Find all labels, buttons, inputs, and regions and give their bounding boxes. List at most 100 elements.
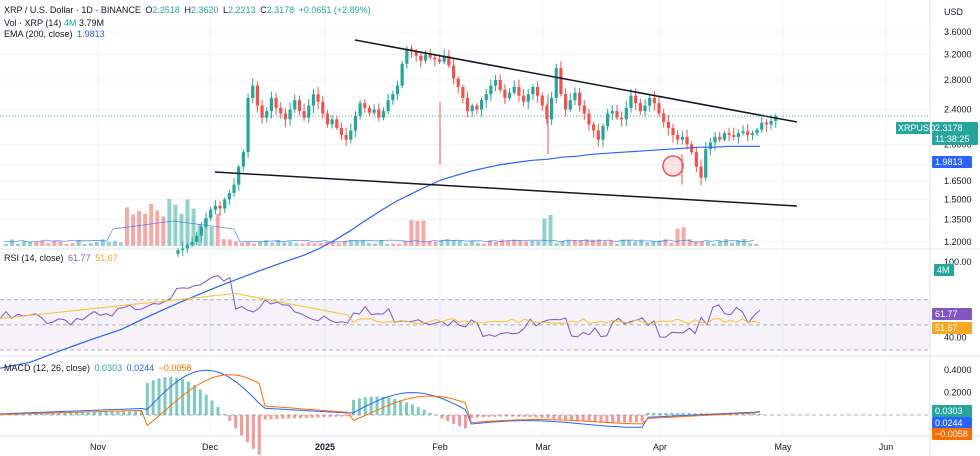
volume-bar (379, 239, 384, 246)
macd-histogram-bar (198, 389, 202, 415)
volume-bar (348, 240, 353, 246)
candle-body (526, 94, 530, 102)
volume-bar (572, 240, 577, 246)
volume-bar (615, 243, 620, 246)
macd-value-3: −0.0058 (158, 363, 192, 373)
macd-histogram-bar (128, 411, 132, 415)
macd-histogram-bar (399, 400, 403, 415)
volume-bar (264, 240, 269, 246)
macd-histogram-bar (316, 415, 320, 418)
candle-body (657, 103, 661, 114)
rsi-tick-label: 40.00 (944, 332, 967, 342)
candle-body (764, 122, 769, 125)
volume-bar (730, 242, 734, 246)
macd-histogram-bar (234, 415, 238, 429)
macd-histogram-bar (346, 415, 350, 417)
candle-body (307, 105, 311, 118)
candle-body (685, 136, 689, 145)
candle-body (666, 121, 670, 128)
volume-bar (161, 216, 166, 246)
change-value: +0.0651 (+2.89%) (298, 5, 371, 15)
candle-body (601, 126, 605, 140)
candle-body (274, 97, 278, 108)
macd-histogram-bar (192, 385, 196, 415)
volume-bar (312, 243, 317, 246)
candle-body (181, 248, 185, 251)
macd-histogram-bar (63, 412, 67, 415)
candle-body (554, 68, 558, 98)
volume-bar (149, 203, 154, 246)
macd-histogram-bar (281, 415, 285, 419)
candle-body (255, 85, 259, 106)
candle-body (704, 149, 708, 178)
macd-histogram-bar (622, 415, 626, 423)
volume-bar (276, 240, 281, 246)
candle-body (311, 94, 316, 106)
candle-body (475, 105, 479, 110)
x-tick-label: Apr (653, 442, 667, 452)
candle-body (573, 92, 577, 101)
candle-body (662, 113, 666, 122)
macd-histogram-bar (587, 415, 591, 422)
low-value: 2.2213 (228, 5, 256, 15)
candle-body (447, 55, 451, 66)
volume-bar (16, 243, 21, 246)
volume-bar (258, 241, 263, 246)
macd-histogram-bar (98, 411, 102, 415)
macd-histogram-bar (569, 415, 573, 421)
macd-histogram-bar (534, 415, 538, 418)
candle-body (209, 209, 213, 219)
candle-body (195, 235, 199, 242)
countdown-tag-bg (932, 133, 978, 145)
candle-body (400, 63, 404, 86)
candle-body (722, 133, 726, 140)
rsi-value-2: 51.67 (95, 253, 118, 263)
volume-bar (233, 241, 238, 246)
macd-line (0, 369, 761, 428)
volume-bar (657, 240, 662, 246)
x-tick-label: May (774, 442, 792, 452)
ema-200-line (0, 145, 760, 369)
candle-body (489, 85, 493, 95)
volume-bar (717, 241, 722, 246)
volume-bar (645, 242, 650, 246)
volume-bar (621, 239, 626, 246)
candle-body (344, 135, 348, 140)
macd-histogram-bar (752, 413, 756, 415)
macd-histogram-bar (45, 412, 49, 415)
volume-bar (22, 241, 27, 246)
macd-histogram-bar (405, 402, 409, 415)
macd-histogram-bar (69, 412, 73, 415)
candle-body (367, 107, 372, 113)
candle-body (760, 122, 764, 130)
volume-bar (542, 218, 547, 246)
rsi-value-1: 61.77 (68, 253, 91, 263)
macd-histogram-bar (187, 381, 191, 415)
volume-bar (227, 239, 232, 246)
volume-bar (506, 240, 511, 246)
rsi-ma-line (0, 292, 761, 325)
macd-histogram-bar (275, 415, 279, 420)
macd-histogram-bar (151, 380, 155, 415)
candle-body (265, 111, 269, 118)
macd-tag-3-bg (932, 428, 972, 440)
macd-histogram-bar (575, 415, 579, 421)
macd-histogram-bar (458, 415, 462, 427)
volume-bar (282, 242, 287, 246)
candle-body (451, 65, 456, 79)
volume-bar (681, 227, 686, 246)
rsi-tag-2-bg (932, 322, 972, 334)
macd-histogram-bar (357, 398, 361, 415)
macd-histogram-bar (181, 379, 185, 415)
rsi-tag-1: 61.77 (935, 309, 958, 319)
rsi-label: RSI (14, close) (4, 253, 64, 263)
y-tick-label: 3.6000 (944, 27, 972, 37)
candle-body (405, 48, 409, 64)
volume-bar (711, 243, 716, 246)
candle-body (381, 111, 386, 118)
rsi-legend: RSI (14, close) 61.77 51.67 (4, 253, 118, 264)
macd-histogram-bar (122, 411, 126, 415)
volume-bar (40, 240, 45, 246)
macd-histogram-bar (681, 413, 685, 415)
macd-histogram-bar (552, 415, 556, 419)
